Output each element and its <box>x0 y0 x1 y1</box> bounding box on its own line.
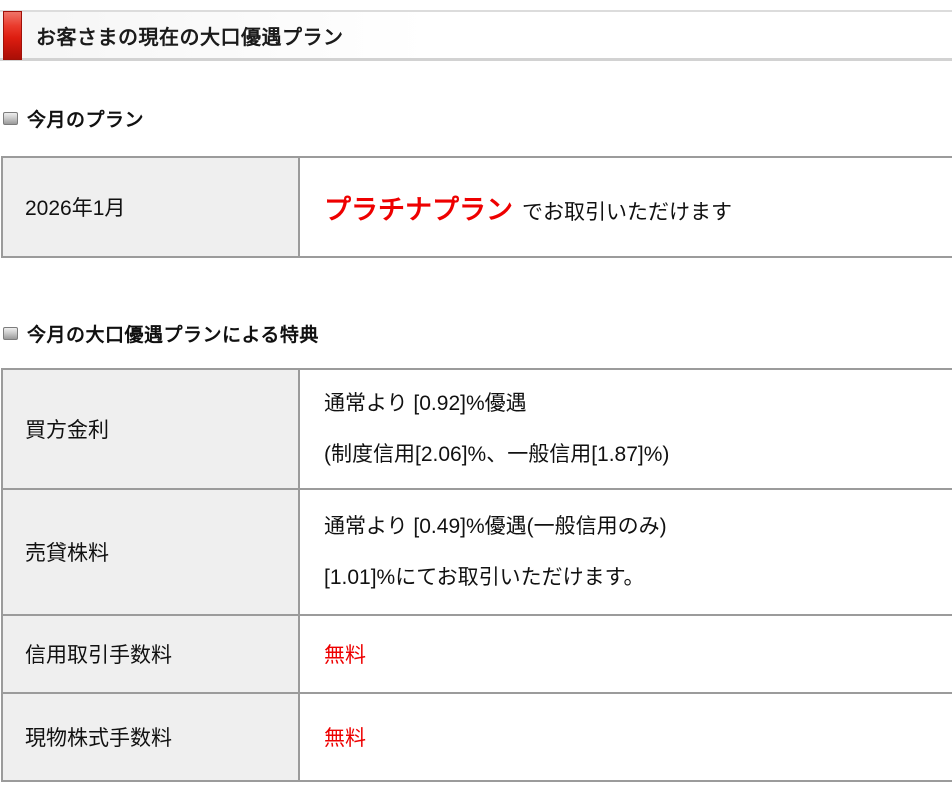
benefit-label-cell: 現物株式手数料 <box>1 692 300 782</box>
free-badge-text: 無料 <box>324 727 366 750</box>
benefits-section-heading: 今月の大口優遇プランによる特典 <box>3 320 952 347</box>
page-title: お客さまの現在の大口優遇プラン <box>36 26 344 49</box>
table-row: 現物株式手数料 無料 <box>1 692 952 782</box>
benefits-heading-text: 今月の大口優遇プランによる特典 <box>27 325 319 346</box>
red-accent-bar-icon <box>3 11 22 60</box>
square-bullet-icon <box>3 112 18 125</box>
table-row: 買方金利 通常より [0.92]%優遇 (制度信用[2.06]%、一般信用[1.… <box>1 368 952 490</box>
table-row: 売貸株料 通常より [0.49]%優遇(一般信用のみ) [1.01]%にてお取引… <box>1 488 952 616</box>
benefit-value-cell: 通常より [0.92]%優遇 (制度信用[2.06]%、一般信用[1.87]%) <box>298 368 952 490</box>
benefit-value-line: 通常より [0.92]%優遇 <box>324 392 527 415</box>
table-row: 2026年1月 プラチナプラン でお取引いただけます <box>1 156 952 258</box>
current-plan-heading-text: 今月のプラン <box>27 110 145 131</box>
page-header: お客さまの現在の大口優遇プラン <box>0 10 952 61</box>
current-plan-table: 2026年1月 プラチナプラン でお取引いただけます <box>1 156 952 258</box>
plan-suffix-text: でお取引いただけます <box>522 200 732 224</box>
benefits-table: 買方金利 通常より [0.92]%優遇 (制度信用[2.06]%、一般信用[1.… <box>1 368 952 782</box>
plan-name: プラチナプラン <box>324 194 513 225</box>
benefit-label-cell: 売貸株料 <box>1 488 300 616</box>
free-badge-text: 無料 <box>324 644 366 667</box>
plan-value-cell: プラチナプラン でお取引いただけます <box>298 156 952 258</box>
current-plan-section-heading: 今月のプラン <box>3 105 952 132</box>
benefit-value-cell: 通常より [0.49]%優遇(一般信用のみ) [1.01]%にてお取引いただけま… <box>298 488 952 616</box>
benefit-value-line: 通常より [0.49]%優遇(一般信用のみ) <box>324 515 667 538</box>
square-bullet-icon <box>3 327 18 340</box>
benefit-value-cell: 無料 <box>298 614 952 694</box>
benefit-value-line: [1.01]%にてお取引いただけます。 <box>324 566 645 589</box>
benefit-label-cell: 信用取引手数料 <box>1 614 300 694</box>
plan-month-cell: 2026年1月 <box>1 156 300 258</box>
benefit-label-cell: 買方金利 <box>1 368 300 490</box>
table-row: 信用取引手数料 無料 <box>1 614 952 694</box>
benefit-value-cell: 無料 <box>298 692 952 782</box>
benefit-value-line: (制度信用[2.06]%、一般信用[1.87]%) <box>324 443 670 466</box>
